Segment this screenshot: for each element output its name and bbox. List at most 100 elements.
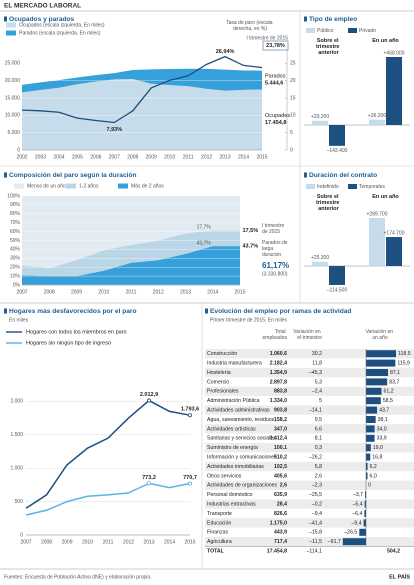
end-label: Parados <box>265 74 286 80</box>
legend-swatch <box>6 30 16 36</box>
row-total: 717,4 <box>274 539 287 545</box>
row-total: 443,9 <box>274 530 287 536</box>
x-tick-label: 2013 <box>180 289 191 295</box>
note-value: 61,17% <box>262 261 289 270</box>
x-tick-label: 2012 <box>201 154 212 160</box>
value-label: 83,7 <box>389 379 399 385</box>
y-tick-label: 10.000 <box>5 113 21 119</box>
row-total: 1.334,0 <box>270 398 287 404</box>
value-label: 118,5 <box>398 351 411 357</box>
bar <box>366 434 375 442</box>
point <box>187 413 192 418</box>
row-quarter-change: –15,8 <box>309 530 322 536</box>
row-total: 635,9 <box>274 492 287 498</box>
y-tick-label: 0 <box>20 532 23 538</box>
text-line: larga <box>262 246 275 252</box>
text-line: Variación en <box>366 329 395 335</box>
title-marker <box>4 308 7 314</box>
chart-title: Evolución del empleo por ramas de activi… <box>210 308 351 315</box>
bar <box>312 261 328 266</box>
value-label: 6,0 <box>370 473 377 479</box>
row-band <box>205 499 414 509</box>
note: Parados de larga duración <box>262 240 289 258</box>
row-quarter-change: 11,8 <box>312 360 322 366</box>
text-line: Tasa de paro (escala <box>226 20 274 26</box>
row-total: 903,8 <box>274 407 287 413</box>
chart-title: Duración del contrato <box>309 172 377 179</box>
row-quarter-change: 30,2 <box>312 351 322 357</box>
value-label: 16,8 <box>372 454 382 460</box>
text-line: Sobre el <box>317 38 340 44</box>
legend-label: 1-2 años <box>79 183 99 189</box>
text-line: empleados <box>263 335 288 341</box>
row-quarter-change: 8,1 <box>315 436 322 442</box>
end-label: Ocupados <box>265 113 290 119</box>
note: I trimestre de 2015 <box>262 223 286 235</box>
x-tick-label: 2002 <box>16 154 27 160</box>
text-line: Total <box>275 329 287 335</box>
row-label: Actividades de organizaciones <box>207 483 277 489</box>
value-label: 115,9 <box>397 360 410 366</box>
row-total: 28,4 <box>277 501 287 507</box>
y-tick-label: 60% <box>10 229 21 235</box>
row-total: 405,6 <box>274 473 287 479</box>
x-tick-label: 2014 <box>164 539 175 545</box>
row-total: 1.412,4 <box>270 436 287 442</box>
x-tick-label: 2011 <box>126 289 137 295</box>
row-band <box>205 461 414 472</box>
value-label: 43,7 <box>379 407 389 413</box>
bar <box>386 237 402 266</box>
bar <box>359 528 366 536</box>
y-tick-label: 2.000 <box>10 399 23 405</box>
brand: EL PAÍS <box>389 572 410 580</box>
point <box>187 481 192 486</box>
bar <box>363 519 366 527</box>
value-label: 17,7% <box>197 225 212 231</box>
value-label: –5,4 <box>353 501 363 507</box>
source: Fuentes: Encuesta de Población Activa (I… <box>4 574 152 580</box>
value-label: +468.000 <box>384 50 405 56</box>
text-line: anterior <box>318 50 339 56</box>
y-tick-label: 90% <box>10 202 21 208</box>
text-line: un año <box>372 335 388 341</box>
row-quarter-change: 5,8 <box>315 464 322 470</box>
y-tick-label: 20.000 <box>5 78 21 84</box>
value-label: –91,7 <box>328 539 341 545</box>
bar <box>366 425 375 433</box>
legend-swatch <box>118 183 128 189</box>
value-label: 26,94% <box>216 49 235 55</box>
y-tick-label: 70% <box>10 220 21 226</box>
legend-label: Hogares sin ningún tipo de ingreso <box>26 340 111 346</box>
value-label: +289.700 <box>367 211 388 217</box>
row-label: Hostelería <box>207 370 231 376</box>
title-marker <box>304 16 307 22</box>
label-box <box>262 40 289 51</box>
area <box>22 246 240 285</box>
value-label: 1.793,6 <box>181 407 199 413</box>
category-label: Sobre el trimestre anterior <box>316 194 341 212</box>
bar <box>364 500 366 508</box>
row-quarter-change: 6,6 <box>315 426 322 432</box>
value-label: 33,9 <box>377 436 387 442</box>
row-label: Otros servicios <box>207 473 242 479</box>
row-quarter-change: –41,4 <box>309 520 322 526</box>
row-band <box>205 386 414 396</box>
y-tick-label: 15.000 <box>5 95 21 101</box>
line <box>21 55 263 124</box>
row-total: 1.175,0 <box>270 520 287 526</box>
y2-tick-label: 10 <box>290 113 296 119</box>
y-tick-label: 25.000 <box>5 61 21 67</box>
value-label: +25.300 <box>311 255 329 261</box>
row-label: Comercio <box>207 379 229 385</box>
text-line: el trimestre <box>297 335 322 341</box>
x-tick-label: 2009 <box>61 539 72 545</box>
x-tick-label: 2011 <box>103 539 114 545</box>
chart-title: Composición del paro según la duración <box>9 172 137 179</box>
value-label: 34,0 <box>377 426 387 432</box>
row-quarter-change: –14,1 <box>309 407 322 413</box>
value-label: –3,7 <box>353 492 363 498</box>
x-tick-label: 2012 <box>123 539 134 545</box>
row-quarter-change: –0,2 <box>312 501 322 507</box>
x-tick-label: 2007 <box>16 289 27 295</box>
